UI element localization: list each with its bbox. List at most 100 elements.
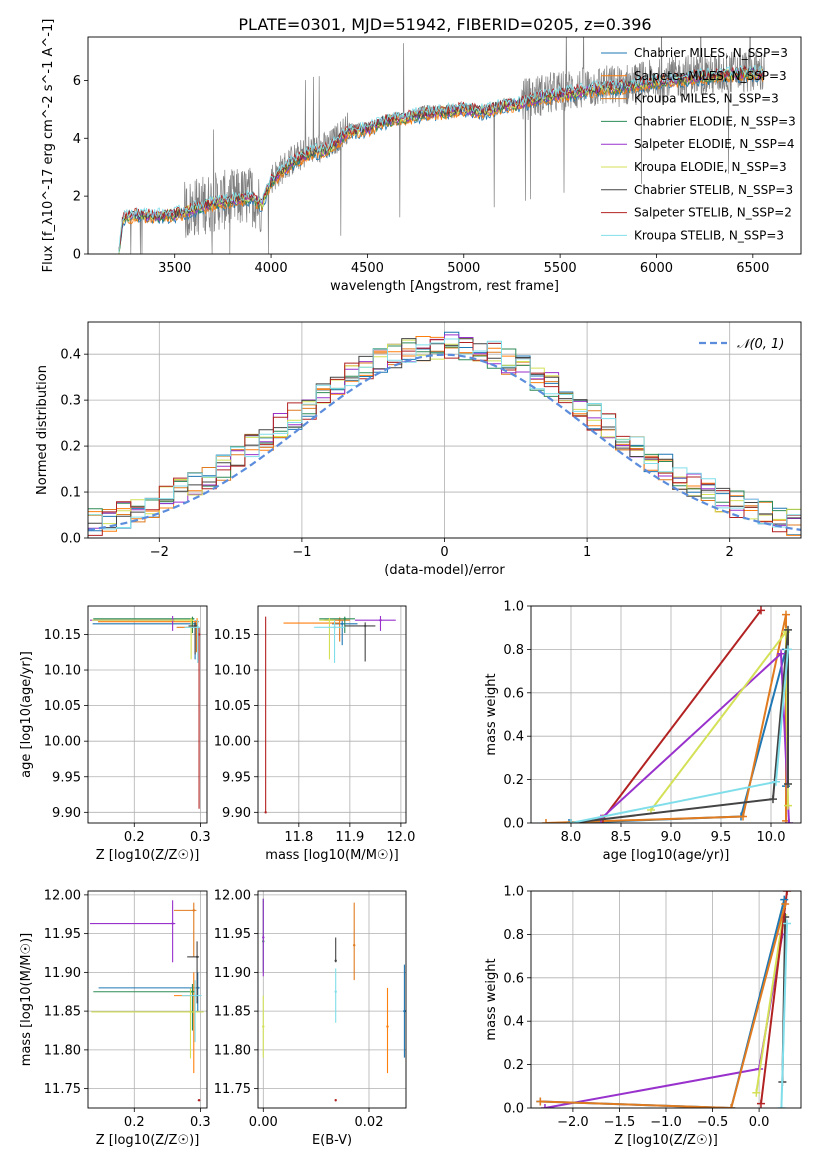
y-tick-label: 11.75 <box>214 1082 251 1097</box>
data-point-chabrier-stelib <box>334 959 337 962</box>
x-axis-label: E(B-V) <box>312 1133 352 1148</box>
mass-vs-ebv-panel: 0.00 0.02 11.75 11.80 11.85 11.90 11.95 12.00 E(… <box>214 888 407 1148</box>
axes-frame <box>87 605 208 824</box>
y-tick-label: 0.0 <box>503 1102 524 1117</box>
y-tick-label: 1.0 <box>503 600 524 615</box>
plot-area <box>264 615 396 814</box>
x-tick-label: −1.5 <box>604 1115 636 1130</box>
y-tick-label: 0.4 <box>60 348 81 363</box>
x-axis-label: (data-model)/error <box>384 563 505 578</box>
data-point-chabrier-stelib <box>193 624 197 628</box>
x-axis-label: mass [log10(M/M☉)] <box>265 848 398 863</box>
data-point-chabrier-miles <box>341 622 344 625</box>
weight-marker-chabrier-miles <box>565 819 573 823</box>
y-tick-label: 4 <box>73 132 81 147</box>
data-point-kroupa-stelib <box>196 626 199 629</box>
axes-frame <box>530 605 802 824</box>
y-axis-label: age [log10(age/yr)] <box>19 651 34 778</box>
x-tick-label: 1 <box>583 545 591 560</box>
y-tick-label: 10.10 <box>44 664 81 679</box>
data-point-kroupa-stelib <box>334 990 337 993</box>
y-tick-label: 12.00 <box>44 888 81 903</box>
spectrum-panel: 3500 4000 4500 5000 5500 6000 6500 0 2 4 6 waveleng… <box>41 19 802 294</box>
weight-marker-kroupa-stelib <box>784 645 792 654</box>
y-tick-label: 0.0 <box>60 532 81 547</box>
y-tick-label: 11.80 <box>214 1043 251 1058</box>
plot-area <box>89 615 201 809</box>
x-tick-label: 6000 <box>640 261 673 276</box>
x-axis-label: Z [log10(Z/Z☉)] <box>614 1133 718 1148</box>
legend-label-kroupa-stelib: Kroupa STELIB, N_SSP=3 <box>634 228 784 242</box>
data-point-kroupa-elodie <box>189 619 193 622</box>
legend-label-normal: 𝒩(0, 1) <box>737 337 784 352</box>
residual-histogram-salpeter-elodie <box>88 334 801 529</box>
weight-vs-metallicity-panel: −2.0 −1.5 −1.0 −0.5 0.0 0.0 0.2 0.4 0.6 0.8 1.0 Z [… <box>484 885 802 1148</box>
weight-line-kroupa-stelib <box>780 923 788 1108</box>
figure-title: PLATE=0301, MJD=51942, FIBERID=0205, z=0… <box>238 15 651 34</box>
x-tick-label: 3500 <box>158 261 191 276</box>
y-tick-label: 0.2 <box>60 440 81 455</box>
data-point-chabrier-miles <box>403 1009 406 1013</box>
weight-marker-salpeter-stelib <box>783 891 792 895</box>
legend-label-salpeter-stelib: Salpeter STELIB, N_SSP=2 <box>634 206 792 220</box>
x-tick-label: 0.0 <box>749 1115 770 1130</box>
weight-marker-kroupa-miles <box>782 610 790 619</box>
data-point-salpeter-elodie <box>171 922 174 925</box>
data-point-salpeter-stelib <box>197 633 201 636</box>
weight-marker-kroupa-miles <box>781 900 790 909</box>
y-tick-label: 10.05 <box>44 699 81 714</box>
y-tick-label: 10.15 <box>44 628 81 643</box>
x-tick-label: 0.02 <box>355 1115 384 1130</box>
y-tick-label: 0.2 <box>503 1058 524 1073</box>
data-point-kroupa-stelib <box>193 994 197 997</box>
data-point-salpeter-elodie <box>379 619 382 622</box>
x-tick-label: 9.0 <box>661 830 682 845</box>
y-tick-label: 11.95 <box>214 927 251 942</box>
data-point-kroupa-miles <box>353 944 356 947</box>
y-axis-label: mass [log10(M/M☉)] <box>19 933 34 1066</box>
y-tick-label: 0.4 <box>503 1015 524 1030</box>
data-point-chabrier-elodie <box>191 990 194 993</box>
weight-line-kroupa-miles <box>540 903 787 1108</box>
x-axis-label: age [log10(age/yr)] <box>603 848 730 863</box>
weight-marker-chabrier-stelib <box>769 795 777 804</box>
data-point-kroupa-miles <box>338 619 341 622</box>
y-tick-label: 2 <box>73 190 81 205</box>
y-tick-label: 11.75 <box>44 1082 81 1097</box>
model-spectrum-line-kroupa-stelib <box>118 65 765 253</box>
data-point-kroupa-elodie <box>262 1025 265 1028</box>
x-tick-label: 8.0 <box>561 830 582 845</box>
plot-area <box>262 898 406 1102</box>
x-tick-label: −2.0 <box>557 1115 589 1130</box>
weight-marker-chabrier-miles <box>780 895 789 904</box>
plot-area <box>89 900 204 1102</box>
weight-line-chabrier-miles <box>540 899 786 1108</box>
y-tick-label: 9.90 <box>52 806 81 821</box>
residual-histogram-salpeter-stelib <box>88 339 801 536</box>
y-axis-label: mass weight <box>484 673 499 755</box>
y-tick-label: 0 <box>73 248 81 263</box>
data-point-kroupa-elodie <box>328 619 331 622</box>
y-tick-label: 10.00 <box>44 735 81 750</box>
weight-line-salpeter-stelib <box>602 609 762 820</box>
x-tick-label: 5000 <box>447 261 480 276</box>
weight-marker-salpeter-elodie <box>540 1104 549 1108</box>
weight-line-chabrier-stelib <box>570 629 789 823</box>
axes-frame <box>530 890 802 1109</box>
weight-marker-kroupa-miles <box>542 819 550 823</box>
x-tick-label: 0.3 <box>190 1115 211 1130</box>
x-tick-label: 9.5 <box>711 830 732 845</box>
y-tick-label: 10.05 <box>214 699 251 714</box>
y-tick-label: 10.00 <box>214 735 251 750</box>
weight-line-kroupa-elodie <box>755 914 785 1093</box>
normal-distribution-curve <box>88 353 801 531</box>
x-tick-label: −1.0 <box>650 1115 682 1130</box>
weight-marker-kroupa-stelib <box>783 919 792 928</box>
legend-label-chabrier-stelib: Chabrier STELIB, N_SSP=3 <box>634 183 793 197</box>
model-spectrum-line-salpeter-stelib <box>118 64 765 250</box>
legend-label-salpeter-miles: Salpeter MILES, N_SSP=3 <box>634 69 787 83</box>
x-tick-label: 12.0 <box>386 830 415 845</box>
x-axis-label: Z [log10(Z/Z☉)] <box>96 848 200 863</box>
axes-frame <box>257 890 407 1109</box>
x-axis-label: wavelength [Angstrom, rest frame] <box>330 279 559 294</box>
